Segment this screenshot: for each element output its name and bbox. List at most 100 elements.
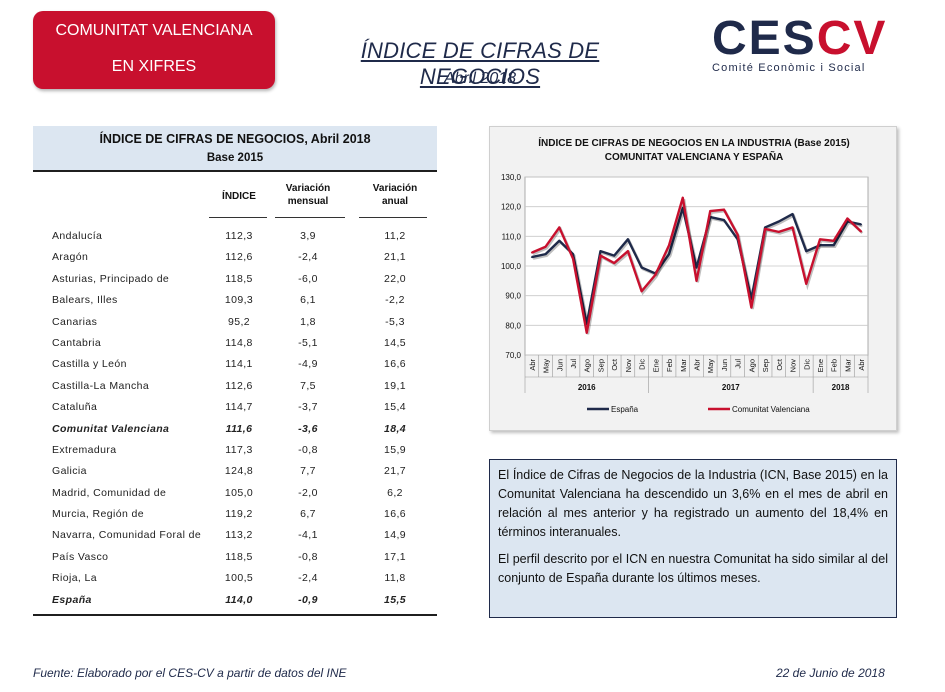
row-annual-change: 21,1 <box>383 251 407 264</box>
row-index-value: 112,3 <box>225 230 253 242</box>
y-tick-label: 80,0 <box>505 321 521 330</box>
row-monthly-change: -6,0 <box>298 272 318 285</box>
row-index-value: 113,2 <box>225 529 253 542</box>
row-index-value: 112,6 <box>225 379 253 392</box>
column-headers: ÍNDICE Variación mensual Variación anual <box>33 172 437 222</box>
row-index-value: 112,6 <box>225 251 253 264</box>
data-point <box>819 238 821 241</box>
row-monthly-change: -4,9 <box>298 358 318 371</box>
row-region-name: País Vasco <box>52 550 109 563</box>
row-index-value: 114,1 <box>225 358 253 371</box>
row-region-name: Castilla y León <box>52 358 127 371</box>
row-monthly-change: -0,8 <box>298 550 318 563</box>
line-chart: ÍNDICE DE CIFRAS DE NEGOCIOS EN LA INDUS… <box>501 136 869 414</box>
y-tick-label: 100,0 <box>501 262 522 271</box>
year-label: 2018 <box>832 383 850 392</box>
row-region-name: Cataluña <box>52 401 98 414</box>
row-monthly-change: -4,1 <box>298 529 318 542</box>
row-index-value: 114,8 <box>225 336 253 349</box>
data-point <box>695 266 698 269</box>
row-region-name: Canarias <box>52 315 98 328</box>
x-tick-label: Oct <box>610 358 619 371</box>
row-monthly-change: 7,5 <box>300 379 316 392</box>
x-tick-label: May <box>542 359 551 373</box>
year-label: 2017 <box>722 383 740 392</box>
table-row: Asturias, Principado de 118,5 -6,0 22,0 <box>33 269 437 290</box>
data-point <box>530 251 533 254</box>
row-annual-change: 14,5 <box>383 336 407 349</box>
x-tick-label: Jun <box>720 359 729 371</box>
data-point <box>572 257 574 260</box>
table-row: Navarra, Comunidad Foral de 113,2 -4,1 14,9 <box>33 525 437 546</box>
logo-part-2: CV <box>816 12 888 65</box>
col-header-annual: Variación anual <box>359 182 431 208</box>
row-region-name: Castilla-La Mancha <box>52 379 150 392</box>
row-index-value: 114,7 <box>225 401 253 414</box>
table-row: Balears, Illes 109,3 6,1 -2,2 <box>33 290 437 311</box>
row-monthly-change: -0,8 <box>298 443 318 456</box>
data-point <box>558 226 561 229</box>
badge-line-2: EN XIFRES <box>111 58 197 75</box>
row-monthly-change: 3,9 <box>300 230 316 242</box>
data-point <box>832 244 835 247</box>
x-tick-label: Jun <box>555 359 564 371</box>
y-tick-label: 110,0 <box>502 232 522 241</box>
table-row: Cantabria 114,8 -5,1 14,5 <box>33 333 437 354</box>
data-point <box>668 244 670 247</box>
row-index-value: 114,0 <box>225 593 253 606</box>
col-underline-monthly <box>275 217 345 218</box>
row-annual-change: 22,0 <box>383 272 407 285</box>
row-region-name: Balears, Illes <box>52 294 118 307</box>
row-monthly-change: -5,1 <box>298 336 318 349</box>
year-label: 2016 <box>578 383 596 392</box>
data-point <box>695 279 698 282</box>
table-row: Madrid, Comunidad de 105,0 -2,0 6,2 <box>33 483 437 504</box>
row-monthly-change: 6,1 <box>300 294 316 307</box>
x-tick-label: Dic <box>638 359 647 370</box>
row-monthly-change: 1,8 <box>300 315 316 328</box>
data-point <box>723 219 725 221</box>
col-underline-index <box>209 217 267 218</box>
row-annual-change: 21,7 <box>383 465 407 478</box>
row-monthly-change: 6,7 <box>300 508 316 521</box>
table-row: Canarias 95,2 1,8 -5,3 <box>33 312 437 333</box>
data-point <box>709 210 712 213</box>
legend-label: Comunitat Valenciana <box>732 405 810 414</box>
data-point <box>791 213 794 215</box>
data-point <box>777 220 780 223</box>
line-chart-panel: ÍNDICE DE CIFRAS DE NEGOCIOS EN LA INDUS… <box>489 126 897 431</box>
row-annual-change: 11,2 <box>384 230 406 242</box>
x-tick-label: Nov <box>789 359 798 373</box>
row-region-name: Murcia, Región de <box>52 508 145 521</box>
row-annual-change: 17,1 <box>383 550 407 563</box>
commentary-paragraph-2: El perfil descrito por el ICN en nuestra… <box>498 552 888 585</box>
x-tick-label: Ago <box>583 359 592 372</box>
y-tick-label: 70,0 <box>505 351 521 360</box>
row-index-value: 95,2 <box>227 315 251 328</box>
x-tick-label: Ene <box>816 359 825 372</box>
x-tick-label: Oct <box>775 358 784 371</box>
row-region-name: Comunitat Valenciana <box>52 422 170 435</box>
col-header-index: ÍNDICE <box>222 191 256 202</box>
y-tick-label: 120,0 <box>501 203 522 212</box>
x-tick-label: Jul <box>569 359 578 369</box>
x-tick-label: Nov <box>624 359 633 373</box>
row-annual-change: 6,2 <box>387 486 403 499</box>
row-index-value: 100,5 <box>224 572 254 585</box>
data-point <box>654 274 657 276</box>
y-tick-label: 130,0 <box>501 173 522 182</box>
data-point <box>613 254 616 257</box>
col-header-monthly: Variación mensual <box>273 182 343 208</box>
row-annual-change: 11,8 <box>384 572 406 585</box>
data-point <box>860 230 863 233</box>
row-annual-change: 15,5 <box>383 593 407 606</box>
table-row: Extremadura 117,3 -0,8 15,9 <box>33 440 437 461</box>
row-annual-change: -5,3 <box>385 315 405 328</box>
table-row: País Vasco 118,5 -0,8 17,1 <box>33 547 437 568</box>
row-region-name: Madrid, Comunidad de <box>52 486 167 499</box>
x-tick-label: Feb <box>830 359 839 372</box>
row-region-name: Aragón <box>52 251 89 264</box>
row-annual-change: 15,4 <box>383 401 407 414</box>
table-row: Castilla y León 114,1 -4,9 16,6 <box>33 354 437 375</box>
